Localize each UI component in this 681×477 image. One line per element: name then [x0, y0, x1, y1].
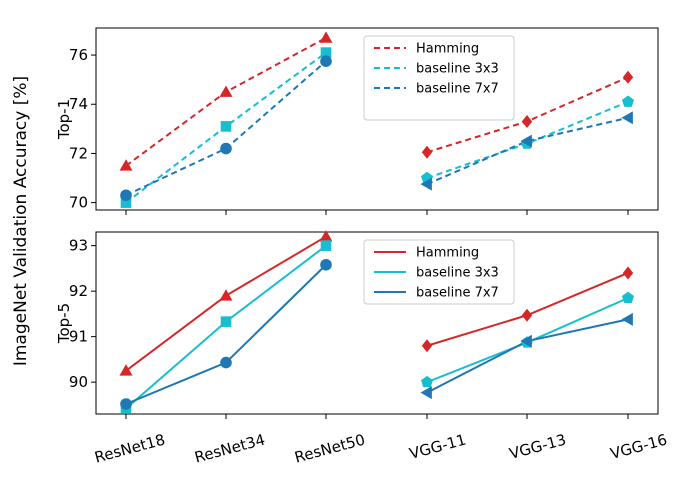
- top1-panel: 70 72 74 76 Top-1 Hamming baseline 3x3 baseline…: [55, 27, 659, 215]
- top5-panel: 90 91 92 93 Top-5 Hamming baseline 3x3 baseline…: [55, 230, 659, 419]
- top-5-ytick-label: 92: [69, 282, 88, 300]
- top-1-y-axis-title: Top-1: [55, 99, 73, 140]
- top-5-baseline-3x3-point-resnet50: [320, 240, 332, 251]
- top-1-hamming-point-resnet18: [119, 159, 133, 171]
- top-1-hamming-point-vgg-13: [521, 114, 533, 128]
- top-5-hamming-point-resnet50: [319, 230, 333, 242]
- top-1-baseline-7x7-point-vgg-11: [420, 177, 432, 191]
- x-category-label-resnet34: ResNet34: [193, 430, 267, 466]
- top-1-legend-box: [363, 35, 515, 121]
- top-1-ytick-label: 76: [69, 46, 88, 64]
- top-1-ytick-label: 70: [69, 194, 88, 212]
- top-5-legend-label-baseline-3x3: baseline 3x3: [416, 266, 499, 281]
- top-1-ytick-label: 74: [69, 95, 88, 113]
- top-1-baseline-3x3-point-vgg-16: [622, 95, 634, 107]
- top-1-legend-label-baseline-7x7: baseline 7x7: [416, 82, 499, 97]
- top-5-baseline-7x7-point-vgg-16: [621, 312, 633, 326]
- x-category-label-resnet50: ResNet50: [293, 430, 367, 466]
- top-1-baseline-7x7-point-vgg-16: [621, 111, 633, 125]
- top-5-hamming-point-vgg-13: [521, 308, 533, 322]
- top-5-ytick-label: 91: [69, 328, 88, 346]
- top-5-baseline-7x7-point-resnet34: [220, 356, 232, 369]
- x-category-label-vgg-16: VGG-16: [608, 430, 669, 462]
- top-1-baseline-7x7-point-resnet50: [320, 55, 332, 68]
- top-1-baseline-7x7-point-resnet18: [120, 189, 132, 202]
- top-1-baseline-7x7-line-2: [426, 116, 629, 186]
- top-5-ytick-label: 90: [69, 373, 88, 391]
- top-1-hamming-point-vgg-11: [421, 145, 433, 159]
- top-5-hamming-point-resnet18: [119, 364, 133, 376]
- top-5-ytick-label: 93: [69, 237, 88, 255]
- top-5-axes-frame: [95, 231, 659, 415]
- top-5-baseline-7x7-point-resnet50: [320, 258, 332, 271]
- top-1-baseline-7x7-point-resnet34: [220, 142, 232, 155]
- top-5-baseline-3x3-line-1: [125, 244, 327, 410]
- top-5-baseline-7x7-point-resnet18: [120, 398, 132, 410]
- top-5-legend-label-hamming: Hamming: [416, 246, 479, 261]
- top-5-hamming-line-1: [125, 235, 327, 372]
- top-5-baseline-7x7-point-vgg-11: [420, 386, 432, 400]
- top-1-hamming-point-resnet34: [219, 85, 233, 97]
- top-5-baseline-3x3-point-vgg-16: [622, 291, 634, 304]
- top-5-hamming-point-vgg-11: [421, 339, 433, 353]
- top-5-baseline-3x3-point-vgg-11: [421, 375, 433, 388]
- top-5-baseline-3x3-point-resnet34: [220, 316, 232, 327]
- top-5-legend: Hamming baseline 3x3 baseline 7x7: [363, 239, 515, 305]
- top-1-legend: Hamming baseline 3x3 baseline 7x7: [363, 35, 515, 121]
- top-5-baseline-7x7-point-vgg-13: [520, 334, 532, 348]
- top-5-legend-box: [363, 239, 515, 305]
- top-1-baseline-3x3-point-resnet34: [220, 121, 232, 132]
- top-1-ytick-label: 72: [69, 144, 88, 162]
- top-1-baseline-3x3-point-resnet18: [120, 197, 132, 208]
- top-1-legend-label-baseline-3x3: baseline 3x3: [416, 62, 499, 77]
- top-1-legend-label-hamming: Hamming: [416, 42, 479, 57]
- figure-y-axis-title: ImageNet Validation Accuracy [%]: [11, 76, 31, 366]
- top-5-legend-label-baseline-7x7: baseline 7x7: [416, 286, 499, 301]
- top-5-y-axis-title: Top-5: [55, 303, 73, 344]
- x-category-label-resnet18: ResNet18: [93, 430, 167, 466]
- top-5-hamming-point-resnet34: [219, 289, 233, 301]
- top-1-hamming-point-resnet50: [319, 31, 333, 43]
- top-1-hamming-point-vgg-16: [622, 70, 634, 84]
- top-5-hamming-point-vgg-16: [622, 266, 634, 280]
- top-1-baseline-3x3-point-resnet50: [320, 47, 332, 58]
- top-5-baseline-7x7-line-2: [426, 318, 629, 394]
- x-category-label-vgg-11: VGG-11: [407, 430, 468, 462]
- x-axis-category-labels: ResNet18 ResNet34 ResNet50 VGG-11 VGG-13 VGG-…: [93, 430, 669, 466]
- top-1-baseline-7x7-point-vgg-13: [520, 134, 532, 148]
- top-1-axes-frame: [95, 27, 659, 211]
- x-category-label-vgg-13: VGG-13: [507, 430, 568, 462]
